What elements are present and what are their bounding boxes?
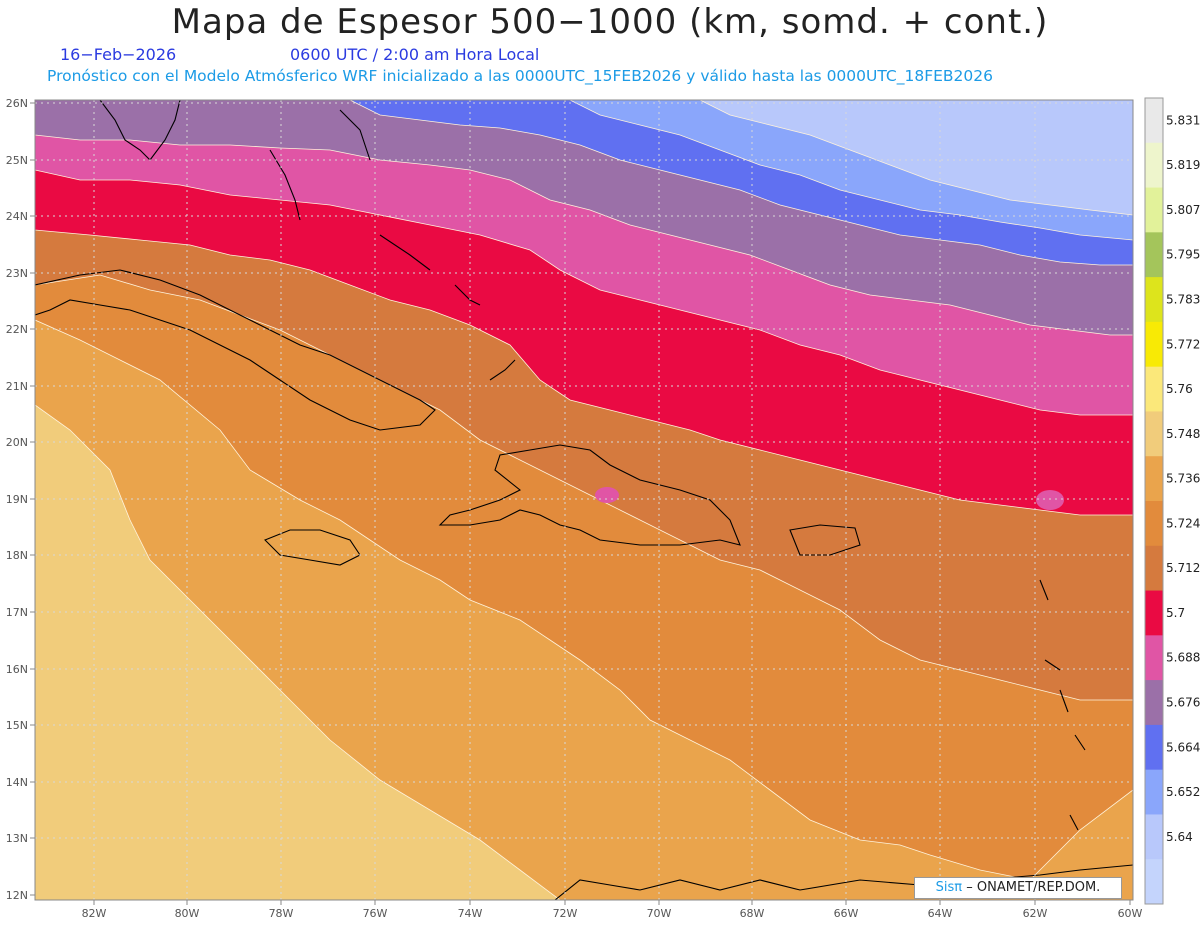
colorbar-swatch <box>1145 98 1163 144</box>
lat-label: 12N <box>6 889 28 902</box>
colorbar-swatch <box>1145 814 1163 860</box>
band-5640 <box>699 100 1133 216</box>
colorbar-swatch <box>1145 859 1163 905</box>
colorbar-swatch <box>1145 590 1163 636</box>
colorbar-swatch <box>1145 232 1163 278</box>
colorbar-label: 5.795 <box>1166 248 1200 262</box>
colorbar-label: 5.712 <box>1166 561 1200 575</box>
colorbar-swatch <box>1145 187 1163 233</box>
colorbar-label: 5.819 <box>1166 158 1200 172</box>
colorbar-swatch <box>1145 411 1163 457</box>
colorbar-swatch <box>1145 769 1163 815</box>
date-label: 16−Feb−2026 <box>60 45 177 64</box>
lat-label: 19N <box>6 493 28 506</box>
lon-axis: 82W 80W 78W 76W 74W 72W 70W 68W 66W 64W … <box>82 907 1143 920</box>
colorbar-label: 5.772 <box>1166 337 1200 351</box>
lat-label: 26N <box>6 97 28 110</box>
colorbar-swatch <box>1145 366 1163 412</box>
lat-label: 14N <box>6 776 28 789</box>
colorbar-label: 5.64 <box>1166 830 1193 844</box>
map-title: Mapa de Espesor 500−1000 (km, somd. + co… <box>171 2 1049 42</box>
lat-ticks <box>30 102 35 896</box>
lat-label: 20N <box>6 436 28 449</box>
colorbar-label: 5.664 <box>1166 740 1200 754</box>
thickness-field <box>35 100 1133 900</box>
lat-label: 24N <box>6 210 28 223</box>
lon-label: 74W <box>458 907 483 920</box>
colorbar-label: 5.736 <box>1166 472 1200 486</box>
colorbar-label: 5.807 <box>1166 203 1200 217</box>
lon-ticks <box>93 900 1131 905</box>
colorbar-label: 5.652 <box>1166 785 1200 799</box>
lon-label: 64W <box>928 907 953 920</box>
sispi-logo: Sisπ <box>935 880 963 895</box>
colorbar-swatch <box>1145 277 1163 323</box>
colorbar-label: 5.76 <box>1166 382 1193 396</box>
lat-label: 13N <box>6 832 28 845</box>
credit-box: Sisπ – ONAMET/REP.DOM. <box>914 877 1122 899</box>
lat-label: 23N <box>6 267 28 280</box>
colorbar-swatch <box>1145 680 1163 726</box>
lon-label: 70W <box>647 907 672 920</box>
lon-label: 60W <box>1118 907 1143 920</box>
colorbar-frame <box>1144 97 1164 905</box>
band-5688-blob <box>1036 490 1064 510</box>
lat-label: 22N <box>6 323 28 336</box>
colorbar: 5.831 5.819 5.807 5.795 5.783 5.772 5.76 5.748 5… <box>1144 97 1200 905</box>
band-5688-blob-2 <box>595 487 619 503</box>
colorbar-label: 5.676 <box>1166 696 1200 710</box>
lon-label: 76W <box>363 907 388 920</box>
lat-label: 25N <box>6 154 28 167</box>
credit-text: – ONAMET/REP.DOM. <box>966 880 1101 895</box>
lon-label: 80W <box>175 907 200 920</box>
lat-label: 15N <box>6 719 28 732</box>
colorbar-swatch <box>1145 635 1163 681</box>
lat-label: 17N <box>6 606 28 619</box>
forecast-note: Pronóstico con el Modelo Atmósferico WRF… <box>47 67 993 85</box>
lon-label: 66W <box>834 907 859 920</box>
colorbar-label: 5.688 <box>1166 651 1200 665</box>
colorbar-swatch <box>1145 501 1163 547</box>
colorbar-swatch <box>1145 321 1163 368</box>
graticule <box>35 100 1133 900</box>
map-frame <box>34 99 1134 901</box>
lon-label: 82W <box>82 907 107 920</box>
time-label: 0600 UTC / 2:00 am Hora Local <box>290 45 540 64</box>
lat-label: 18N <box>6 549 28 562</box>
colorbar-swatch <box>1145 142 1163 189</box>
lon-label: 72W <box>553 907 578 920</box>
colorbar-swatch <box>1145 545 1163 592</box>
colorbar-swatch <box>1145 724 1163 771</box>
colorbar-label: 5.748 <box>1166 427 1200 441</box>
lon-label: 68W <box>740 907 765 920</box>
coastlines <box>35 100 1133 900</box>
lat-label: 16N <box>6 663 28 676</box>
colorbar-label: 5.831 <box>1166 113 1200 127</box>
lat-label: 21N <box>6 380 28 393</box>
colorbar-label: 5.783 <box>1166 293 1200 307</box>
lon-label: 78W <box>269 907 294 920</box>
lon-label: 62W <box>1023 907 1048 920</box>
colorbar-label: 5.7 <box>1166 606 1185 620</box>
colorbar-label: 5.724 <box>1166 516 1200 530</box>
lat-axis: 26N 25N 24N 23N 22N 21N 20N 19N 18N 17N … <box>6 97 28 902</box>
colorbar-swatch <box>1145 456 1163 502</box>
